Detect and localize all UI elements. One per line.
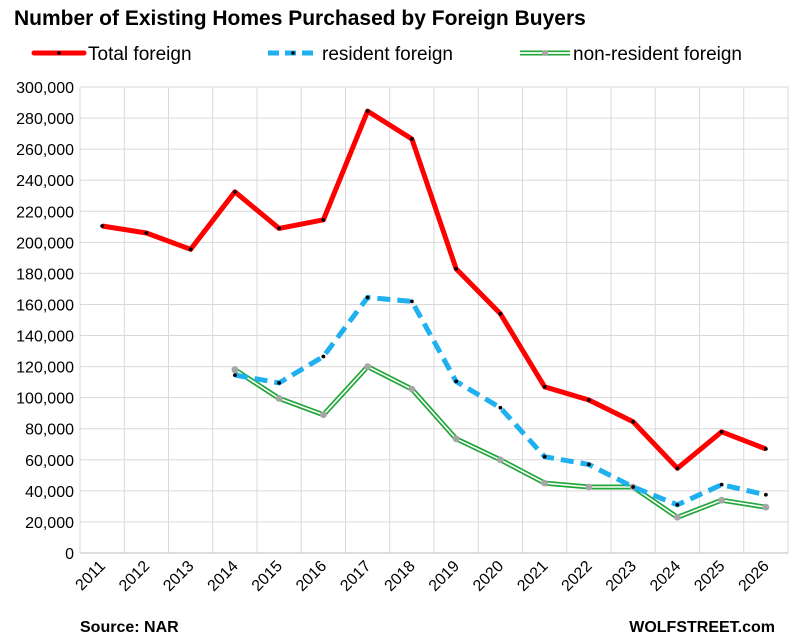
y-tick-label: 120,000: [16, 360, 74, 377]
x-tick-label: 2016: [293, 558, 330, 595]
point-nonresident: [319, 411, 327, 419]
series-line-resident: [234, 294, 767, 508]
point-total: [542, 384, 547, 389]
point-total: [321, 217, 326, 222]
point-nonresident: [275, 395, 283, 402]
gridlines: [79, 86, 789, 554]
x-axis: 2011 2012 2013 2014 2015 2016 2017 2018 2019 2020…: [73, 552, 788, 595]
point-nonresident: [718, 496, 726, 504]
point-total: [763, 447, 768, 451]
point-total: [631, 419, 636, 424]
y-tick-label: 240,000: [16, 173, 74, 190]
point-resident: [409, 299, 414, 304]
point-total: [675, 466, 680, 471]
series-nonresident: [231, 363, 770, 521]
point-nonresident: [231, 366, 239, 374]
source-note: Source: NAR: [80, 619, 179, 636]
series-resident: [232, 294, 768, 508]
legend-item-total: Total foreign: [31, 44, 192, 65]
legend-label-total: Total foreign: [88, 44, 192, 65]
legend-item-nonresident: non-resident foreign: [520, 44, 742, 65]
x-tick-label: 2014: [205, 558, 242, 595]
point-resident: [542, 454, 547, 459]
y-tick-label: 200,000: [16, 235, 74, 252]
point-resident: [498, 405, 503, 410]
chart-title: Number of Existing Homes Purchased by Fo…: [14, 7, 586, 30]
x-tick-label: 2012: [116, 558, 153, 595]
point-nonresident: [364, 363, 372, 370]
point-nonresident: [673, 513, 681, 521]
point-resident: [454, 379, 459, 384]
point-resident: [675, 502, 680, 507]
x-tick-label: 2020: [470, 558, 507, 595]
point-total: [100, 224, 105, 228]
y-tick-label: 180,000: [16, 266, 74, 283]
point-total: [409, 137, 414, 141]
legend-marker-resident: [291, 51, 295, 55]
point-resident: [763, 492, 768, 497]
point-nonresident: [762, 503, 770, 511]
y-tick-label: 140,000: [16, 329, 74, 346]
point-nonresident: [541, 479, 549, 487]
legend-label-nonresident: non-resident foreign: [573, 44, 742, 65]
point-resident: [277, 381, 282, 385]
x-tick-label: 2026: [736, 558, 773, 595]
point-nonresident: [452, 435, 460, 443]
x-tick-label: 2018: [382, 558, 419, 595]
series-line-total: [101, 108, 767, 471]
point-nonresident: [496, 456, 504, 464]
point-total: [454, 266, 459, 271]
point-nonresident: [408, 385, 416, 393]
x-tick-label: 2024: [647, 558, 684, 595]
credit-note: WOLFSTREET.com: [629, 619, 775, 636]
legend-item-resident: resident foreign: [268, 44, 453, 65]
y-tick-label: 20,000: [25, 515, 74, 532]
x-tick-label: 2019: [426, 558, 463, 595]
point-resident: [321, 354, 326, 359]
point-resident: [232, 373, 237, 378]
point-total: [232, 189, 237, 194]
y-tick-label: 300,000: [16, 80, 74, 97]
x-tick-label: 2022: [559, 558, 596, 595]
point-total: [277, 226, 282, 231]
point-resident: [631, 485, 636, 489]
y-tick-label: 160,000: [16, 297, 74, 314]
x-tick-label: 2011: [73, 558, 109, 594]
series: [100, 108, 770, 521]
series-line-nonresident-inner: [234, 365, 767, 519]
point-total: [365, 109, 370, 113]
y-tick-label: 100,000: [16, 391, 74, 408]
y-tick-label: 60,000: [25, 453, 74, 470]
point-total: [586, 398, 591, 402]
point-resident: [719, 482, 724, 487]
x-tick-label: 2023: [603, 558, 640, 595]
x-tick-label: 2017: [337, 558, 374, 595]
y-tick-label: 260,000: [16, 142, 74, 159]
x-tick-label: 2015: [249, 558, 286, 595]
x-tick-label: 2013: [160, 558, 197, 595]
series-total: [100, 108, 768, 471]
y-tick-label: 280,000: [16, 111, 74, 128]
y-axis: 0 20,000 40,000 60,000 80,000 100,000 120,000 1…: [16, 80, 74, 563]
point-total: [719, 429, 724, 434]
point-resident: [365, 295, 370, 300]
y-tick-label: 40,000: [25, 484, 74, 501]
y-tick-label: 80,000: [25, 422, 74, 439]
legend-marker-nonresident: [542, 50, 548, 56]
point-nonresident: [585, 483, 593, 491]
legend-marker-total: [57, 51, 61, 55]
point-total: [144, 231, 149, 235]
legend: Total foreign resident foreign non-resid…: [31, 44, 742, 65]
point-total: [188, 247, 193, 252]
y-tick-label: 220,000: [16, 204, 74, 221]
series-line-nonresident: [233, 364, 767, 520]
legend-label-resident: resident foreign: [322, 44, 453, 65]
point-total: [498, 311, 503, 316]
x-tick-label: 2025: [691, 558, 728, 595]
y-tick-label: 0: [65, 546, 74, 563]
point-resident: [586, 462, 591, 467]
x-tick-label: 2021: [514, 558, 551, 595]
